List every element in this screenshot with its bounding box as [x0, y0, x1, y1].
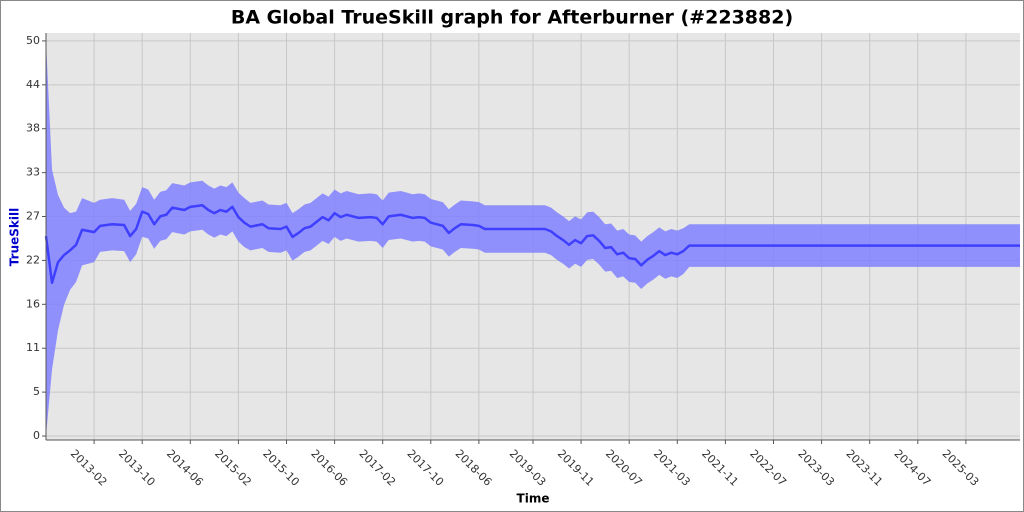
y-tick-label: 16 [26, 297, 40, 310]
chart-title: BA Global TrueSkill graph for Afterburne… [231, 7, 793, 29]
y-tick-label: 38 [26, 122, 40, 135]
uncertainty-band [46, 40, 1020, 437]
y-tick-label: 27 [26, 210, 40, 223]
y-tick-label: 44 [26, 78, 40, 91]
y-tick-label: 50 [26, 34, 40, 47]
y-tick-label: 22 [26, 253, 40, 266]
x-axis-label: Time [517, 492, 550, 506]
y-tick-label: 5 [33, 385, 40, 398]
y-tick-label: 11 [26, 341, 40, 354]
trueskill-line [44, 204, 1020, 284]
y-tick-label: 0 [33, 429, 40, 442]
y-tick-label: 33 [26, 166, 40, 179]
y-axis-label: TrueSkill [8, 208, 22, 266]
